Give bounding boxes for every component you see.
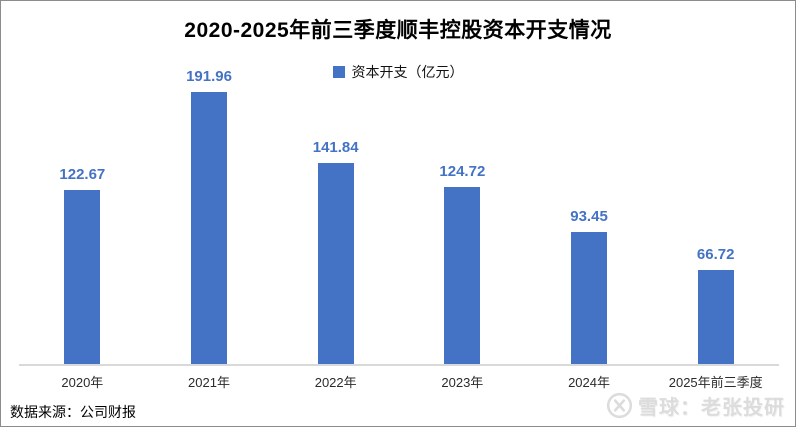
x-axis-tick-label: 2024年	[568, 375, 610, 390]
bar	[317, 163, 354, 364]
xueqiu-logo-icon	[606, 392, 633, 419]
plot-area: 122.67 191.96 141.84 124.72 93.45 66.72	[19, 61, 779, 366]
bar-value-label: 66.72	[696, 245, 735, 263]
x-axis-tick-label: 2025年前三季度	[668, 375, 763, 390]
watermark-text: 雪球：老张投研	[638, 397, 785, 419]
bar-group: 124.72	[399, 163, 526, 364]
x-axis-tick-label: 2020年	[61, 375, 104, 390]
watermark: 雪球：老张投研	[606, 391, 785, 420]
legend: 资本开支（亿元）	[1, 62, 795, 82]
bar-group: 93.45	[526, 208, 653, 364]
data-source-note: 数据来源：公司财报	[10, 404, 136, 420]
bars-container: 122.67 191.96 141.84 124.72 93.45 66.72	[19, 61, 779, 364]
bar-value-label: 124.72	[439, 163, 486, 181]
bar	[444, 187, 481, 364]
chart-title: 2020-2025年前三季度顺丰控股资本开支情况	[184, 19, 612, 42]
legend-label: 资本开支（亿元）	[351, 64, 464, 80]
bar-value-label: 93.45	[570, 207, 608, 225]
bar	[191, 92, 227, 364]
bar-group: 66.72	[652, 245, 779, 364]
bar	[64, 190, 101, 364]
bar-value-label: 191.96	[186, 68, 232, 85]
bar-value-label: 141.84	[312, 139, 359, 156]
legend-swatch	[332, 66, 345, 78]
bar	[697, 269, 734, 364]
x-axis-tick-label: 2023年	[441, 375, 484, 390]
bar-group: 191.96	[146, 68, 273, 364]
x-axis-tick-label: 2021年	[188, 375, 230, 390]
bar-group: 141.84	[272, 139, 399, 364]
x-axis-labels: 2020年 2021年 2022年 2023年 2024年 2025年前三季度	[19, 372, 779, 391]
bar-group: 122.67	[19, 166, 146, 364]
bar	[571, 231, 608, 364]
x-axis-tick-label: 2022年	[314, 375, 357, 390]
bar-value-label: 122.67	[59, 166, 106, 184]
